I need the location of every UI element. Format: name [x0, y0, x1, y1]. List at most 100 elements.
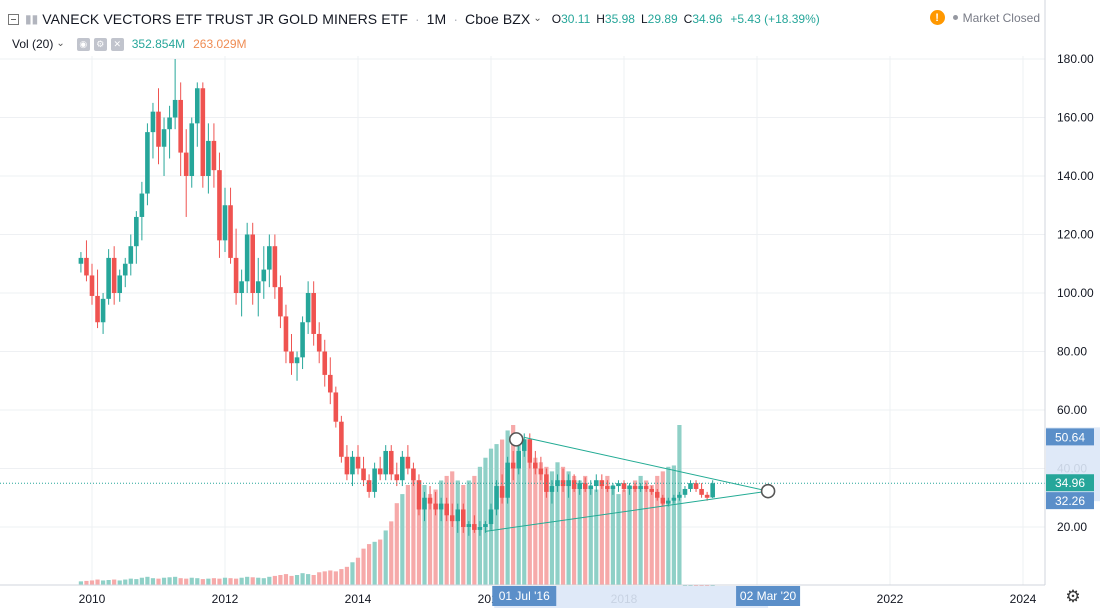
- triangle-drawing[interactable]: [485, 432, 776, 532]
- volume-bar: [112, 579, 117, 585]
- candle-body: [599, 480, 605, 487]
- candle-body: [388, 450, 394, 475]
- candle-body: [422, 497, 427, 510]
- volume-bar: [278, 575, 283, 585]
- volume-bar: [666, 466, 671, 585]
- volume-bar: [378, 539, 383, 585]
- volume-bar: [128, 578, 133, 585]
- candle-body: [355, 456, 361, 469]
- volume-bar: [217, 578, 222, 585]
- candle-body: [350, 456, 355, 475]
- candle-body: [128, 246, 134, 264]
- candle-body: [305, 293, 311, 323]
- symbol-title[interactable]: VANECK VECTORS ETF TRUST JR GOLD MINERS …: [42, 11, 408, 27]
- exclamation-icon[interactable]: !: [929, 10, 945, 25]
- volume-bar: [450, 471, 455, 585]
- chevron-down-icon[interactable]: ⌄: [533, 12, 542, 24]
- exchange-label[interactable]: Cboe BZX: [464, 11, 531, 27]
- candle-body: [255, 281, 261, 293]
- price-badge: [1046, 474, 1094, 492]
- volume-bar: [549, 471, 555, 585]
- close-icon[interactable]: ✕: [110, 37, 124, 51]
- candle-body: [211, 140, 217, 171]
- volume-bar: [572, 475, 577, 585]
- candle-body: [704, 494, 710, 498]
- candle-body: [588, 486, 594, 489]
- volume-bar: [560, 466, 566, 585]
- candle-body: [488, 509, 494, 525]
- candle-body: [316, 333, 322, 352]
- volume-bar: [222, 577, 228, 585]
- candle-body: [322, 351, 328, 375]
- candle-body: [643, 486, 649, 489]
- volume-bar: [233, 578, 239, 585]
- eye-icon[interactable]: ◉: [76, 37, 90, 51]
- y-tick-label: 120.00: [1057, 228, 1094, 242]
- volume-bar: [311, 575, 316, 585]
- candle-body: [89, 275, 95, 296]
- volume-bar: [555, 462, 560, 585]
- volume-bar: [461, 485, 466, 585]
- triangle-upper-line: [524, 436, 769, 492]
- volume-bar: [78, 581, 84, 585]
- volume-indicator-label[interactable]: Vol (20): [12, 37, 54, 51]
- volume-bar: [533, 457, 538, 585]
- volume-bar: [206, 578, 211, 585]
- y-tick-label: 140.00: [1057, 169, 1094, 183]
- volume-bar: [427, 494, 433, 585]
- candle-body: [361, 468, 366, 481]
- candle-body: [272, 246, 278, 288]
- volume-bar: [294, 575, 300, 585]
- volume-bar: [289, 575, 294, 585]
- volume-bar: [245, 576, 250, 585]
- candle-body: [688, 483, 693, 489]
- volume-bar: [638, 475, 643, 585]
- candle-body: [150, 111, 156, 133]
- candle-body: [411, 468, 416, 481]
- candle-body: [377, 468, 383, 475]
- candle-body: [167, 117, 172, 130]
- candle-body: [499, 486, 505, 498]
- volume-bar: [400, 494, 405, 585]
- candle-body: [117, 275, 123, 293]
- x-tick-label: 2010: [79, 592, 106, 606]
- volume-bar: [261, 578, 266, 585]
- candle-body: [427, 497, 433, 504]
- candle-body: [122, 263, 128, 276]
- candle-body: [222, 205, 228, 241]
- candle-body: [172, 99, 178, 118]
- volume-bar: [84, 580, 89, 585]
- anchor-handle-end: [760, 483, 776, 499]
- x-tick-label: 2022: [877, 592, 904, 606]
- candle-body: [95, 295, 100, 323]
- x-tick-label: 2024: [1010, 592, 1037, 606]
- volume-bar: [322, 571, 327, 585]
- separator-dot: ·: [453, 11, 458, 27]
- collapse-legend-button[interactable]: [8, 13, 19, 25]
- y-tick-label: 100.00: [1057, 286, 1094, 300]
- volume-bar: [505, 430, 510, 585]
- candle-body: [610, 486, 616, 489]
- volume-bar: [405, 485, 410, 585]
- chevron-down-icon[interactable]: ⌄: [56, 37, 65, 49]
- candle-body: [621, 483, 627, 489]
- close-value: 34.96: [692, 12, 723, 26]
- candle-body: [571, 480, 577, 489]
- volume-bar: [328, 570, 333, 585]
- candle-body: [111, 257, 117, 293]
- candle-body: [582, 483, 588, 489]
- triangle-lower-line: [485, 490, 769, 532]
- volume-bar: [632, 480, 638, 585]
- volume-bar: [300, 573, 305, 585]
- settings-icon[interactable]: ⚙: [93, 37, 107, 51]
- change-value: +5.43 (+18.39%): [730, 12, 820, 26]
- volume-bar: [577, 480, 582, 585]
- gear-icon[interactable]: ⚙: [1065, 587, 1081, 606]
- candle-body: [228, 205, 233, 258]
- interval-label[interactable]: 1M: [426, 11, 447, 27]
- volume-bar: [317, 572, 322, 585]
- volume-value: 352.854M: [131, 37, 186, 51]
- volume-bar: [272, 575, 277, 585]
